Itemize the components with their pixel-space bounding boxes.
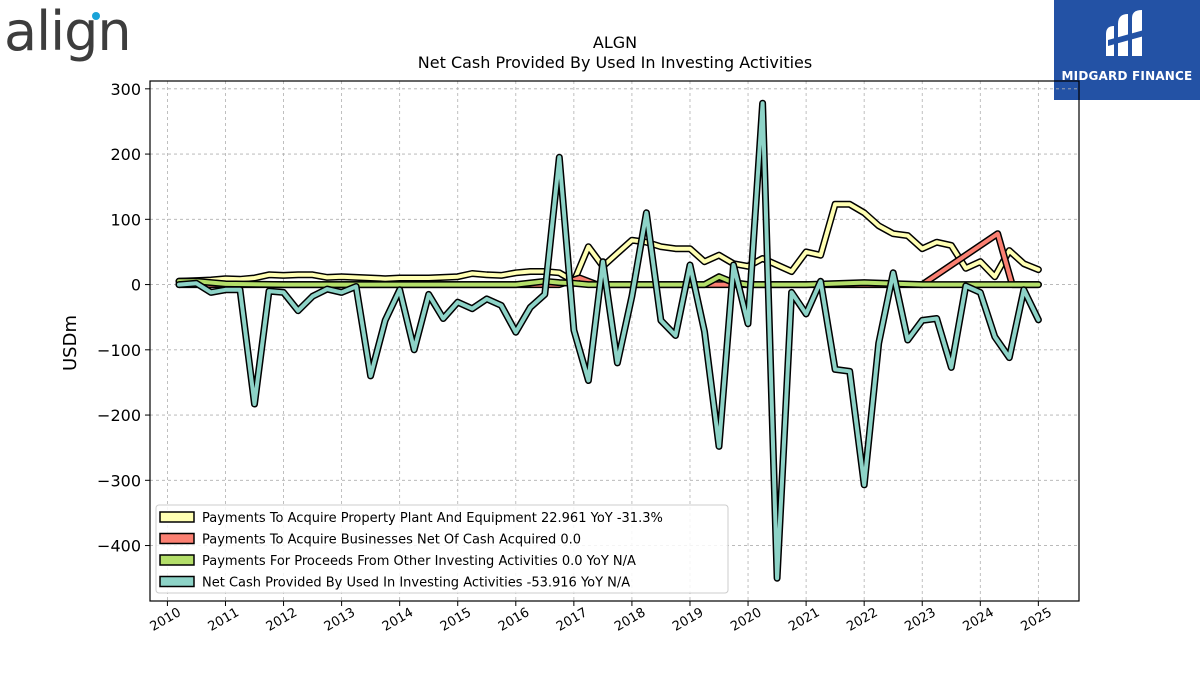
chart-subtitle: Net Cash Provided By Used In Investing A…	[418, 53, 812, 72]
series-0-line	[177, 202, 1041, 284]
x-tick-label: 2011	[206, 605, 242, 635]
x-tick-label: 2021	[786, 605, 822, 635]
y-tick-label: −400	[97, 537, 141, 556]
y-tick-label: −100	[97, 341, 141, 360]
x-tick-label: 2018	[612, 605, 648, 635]
x-tick-label: 2020	[728, 605, 764, 635]
x-tick-label: 2017	[554, 605, 590, 635]
x-tick-label: 2023	[902, 605, 938, 635]
midgard-finance-logo: MIDGARD FINANCE	[1054, 0, 1200, 100]
logo-dot	[92, 12, 100, 20]
legend-entry-label: Net Cash Provided By Used In Investing A…	[202, 576, 630, 591]
legend-swatch	[159, 532, 195, 545]
legend-swatch	[159, 575, 195, 588]
y-tick-label: −200	[97, 406, 141, 425]
legend-entry-label: Payments To Acquire Property Plant And E…	[202, 511, 663, 526]
x-tick-label: 2025	[1019, 605, 1055, 635]
x-tick-label: 2015	[438, 605, 474, 635]
y-axis-label: USDm	[60, 315, 81, 371]
x-tick-label: 2012	[264, 605, 300, 635]
x-tick-label: 2022	[844, 605, 880, 635]
y-tick-label: −300	[97, 471, 141, 490]
legend-swatch	[159, 554, 195, 566]
grid-lines	[150, 81, 1079, 601]
x-tick-label: 2014	[380, 605, 416, 635]
x-tick-label: 2010	[148, 605, 184, 635]
x-tick-label: 2013	[322, 605, 358, 635]
align-logo: align	[4, 0, 132, 63]
y-tick-label: 100	[110, 210, 141, 229]
midgard-finance-label: MIDGARD FINANCE	[1061, 69, 1193, 83]
midgard-mark-icon	[1106, 10, 1144, 56]
y-tick-label: 300	[110, 80, 141, 99]
legend-swatch	[159, 511, 195, 523]
y-tick-label: 0	[131, 276, 141, 295]
x-tick-label: 2016	[496, 605, 532, 635]
x-tick-label: 2019	[670, 605, 706, 635]
legend-entry-label: Payments For Proceeds From Other Investi…	[202, 554, 636, 569]
legend: Payments To Acquire Property Plant And E…	[155, 504, 729, 594]
chart-title: ALGN	[593, 33, 637, 52]
y-tick-label: 200	[110, 145, 141, 164]
x-tick-label: 2024	[960, 605, 996, 635]
legend-entry-label: Payments To Acquire Businesses Net Of Ca…	[202, 533, 581, 548]
plot-frame	[149, 80, 1080, 602]
series-lines	[175, 99, 1042, 582]
legend-box	[155, 504, 729, 594]
series-0-outline	[175, 200, 1042, 285]
series-3-line	[177, 101, 1041, 581]
